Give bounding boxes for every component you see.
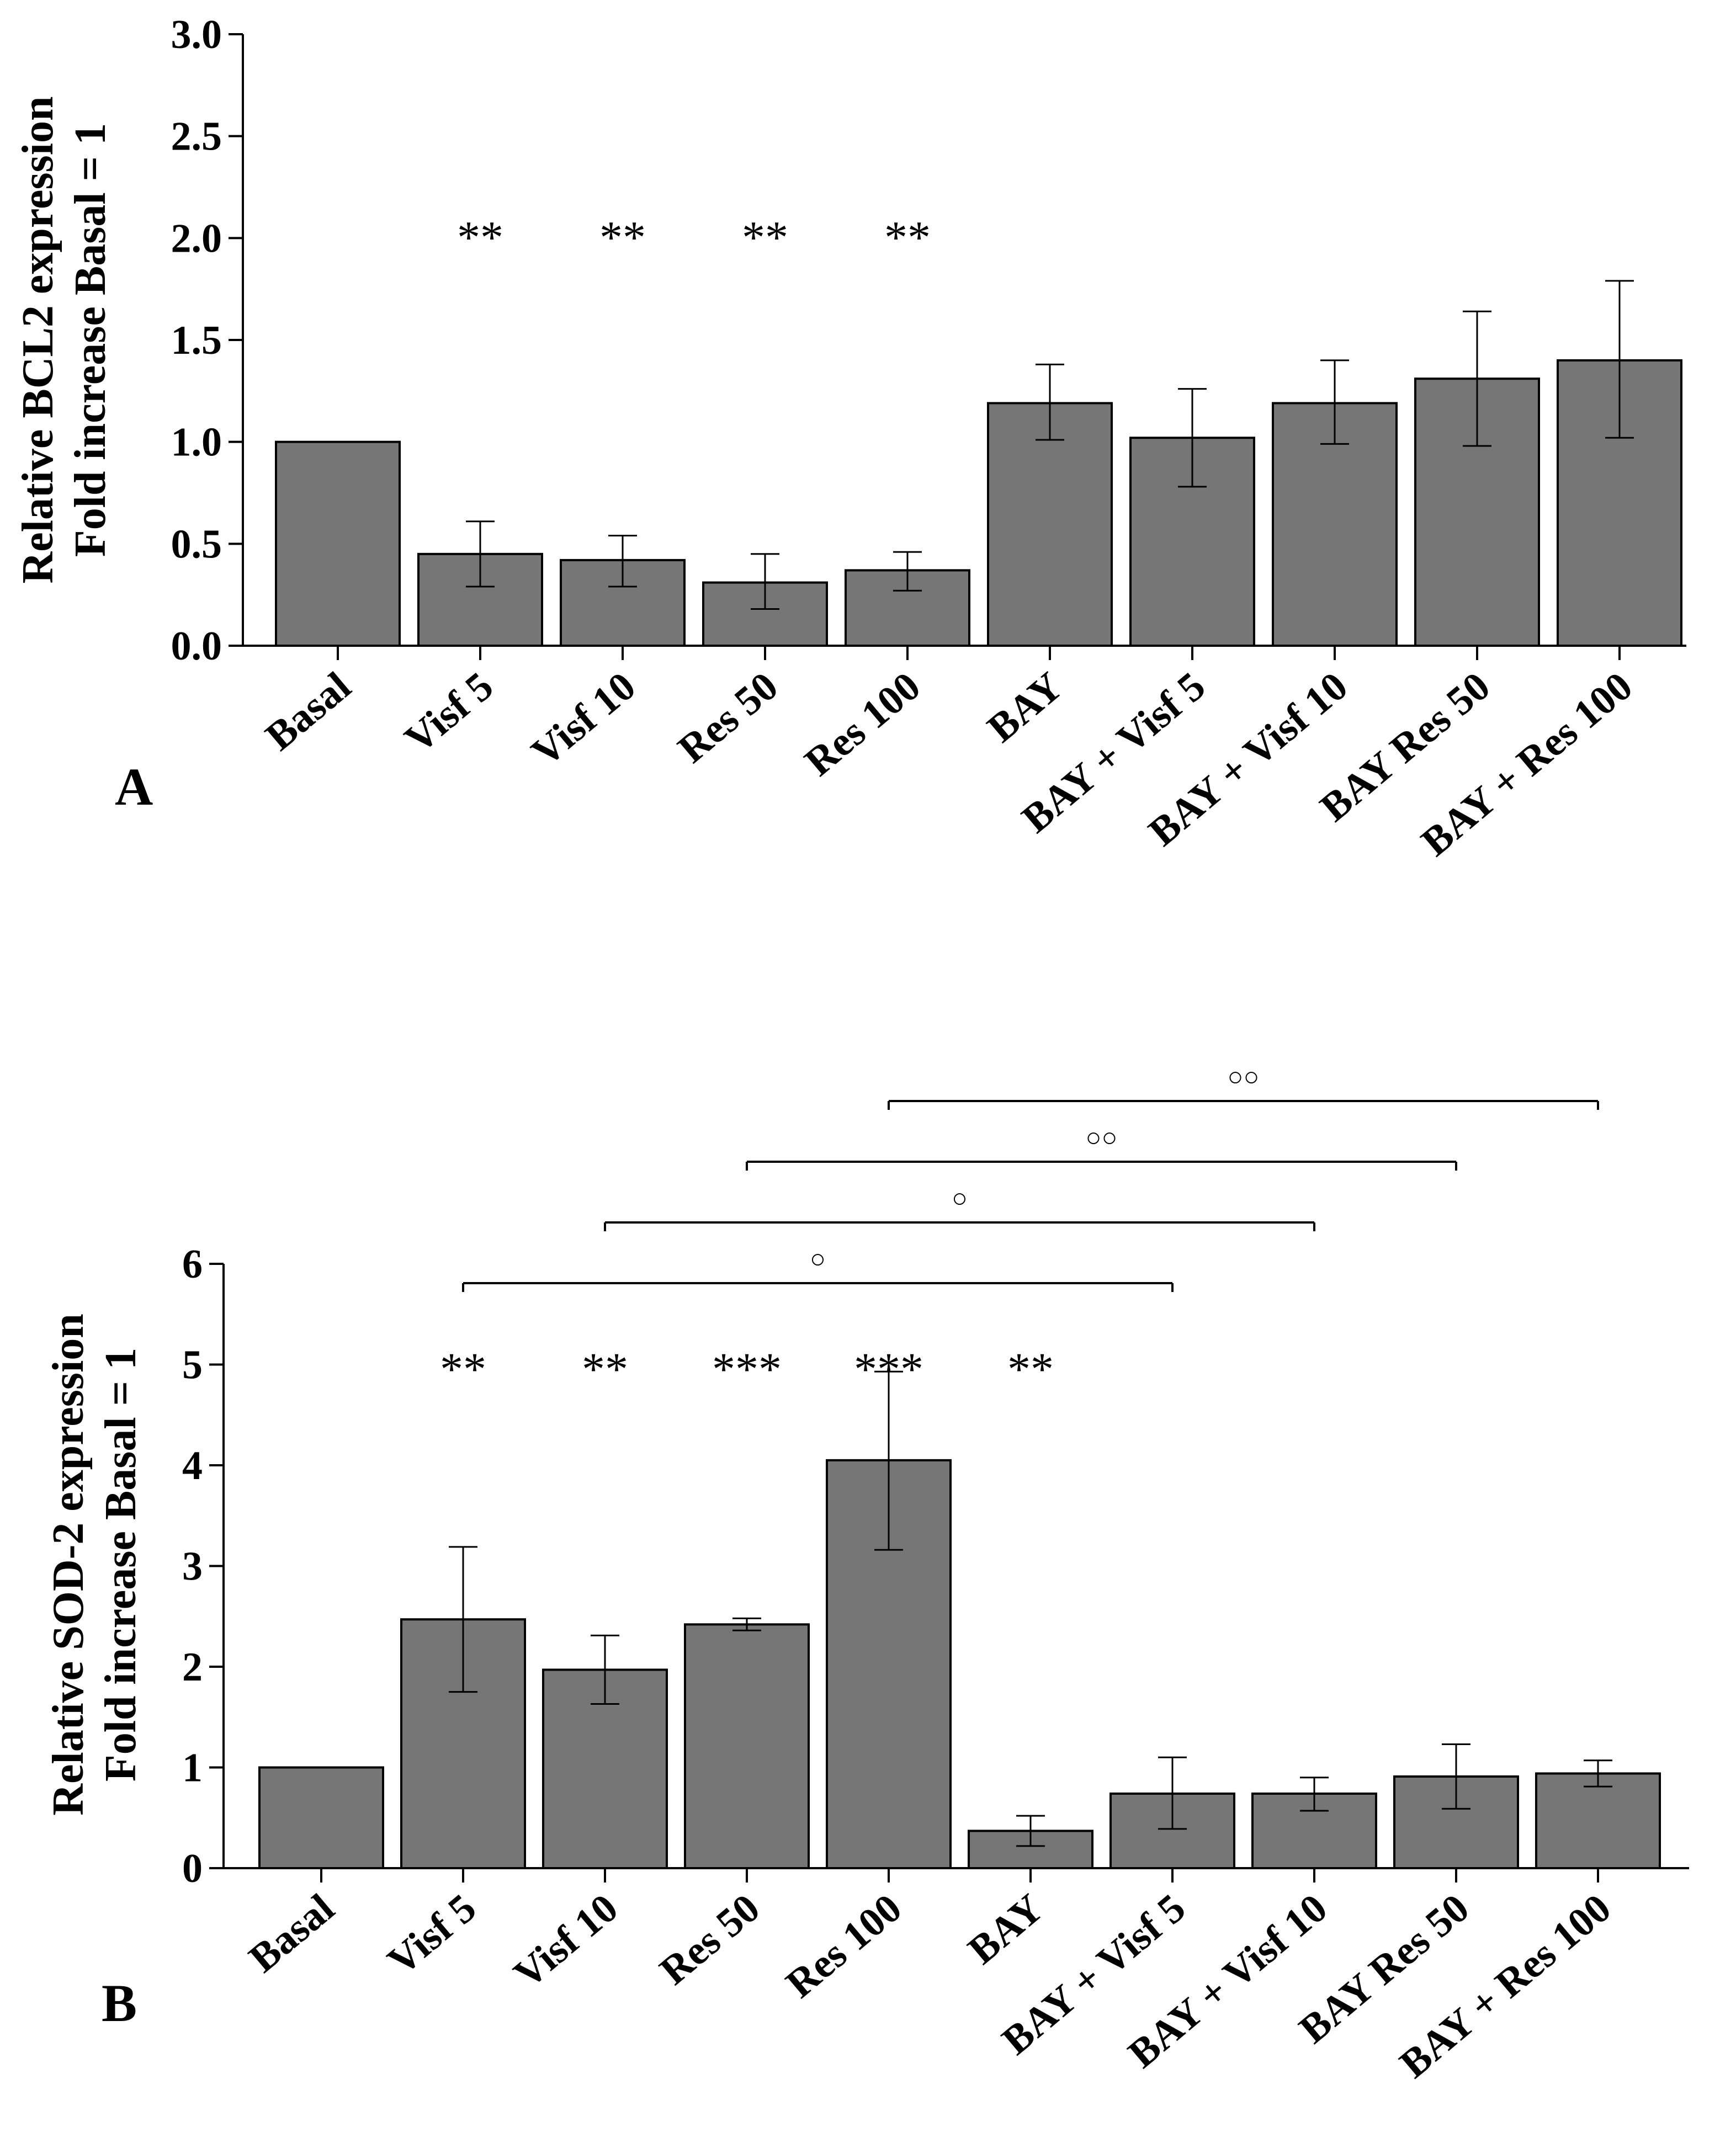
- significance-marker: ***: [712, 1343, 782, 1395]
- comparison-marker: ○○: [1086, 1123, 1118, 1152]
- y-tick-label: 3.0: [171, 12, 222, 57]
- x-category-label: Res 50: [651, 1885, 768, 1993]
- significance-marker: **: [440, 1343, 486, 1395]
- comparison-marker: ○: [952, 1184, 968, 1213]
- y-tick-label: 0.0: [171, 624, 222, 669]
- significance-marker: **: [582, 1343, 628, 1395]
- bar: [1535, 1772, 1661, 1869]
- comparison-marker: ○○: [1228, 1062, 1260, 1092]
- bar: [258, 1766, 384, 1869]
- y-tick-label: 5: [182, 1343, 203, 1388]
- x-category-label: BAY: [960, 1885, 1052, 1973]
- x-category-label: Basal: [257, 663, 359, 759]
- y-tick-label: 2.5: [171, 114, 222, 159]
- significance-marker: **: [884, 212, 931, 263]
- y-tick-label: 0: [182, 1846, 203, 1891]
- bar: [275, 440, 401, 647]
- y-tick-label: 1: [182, 1746, 203, 1791]
- y-axis-title-line2: Fold increase Basal = 1: [97, 1348, 145, 1782]
- y-tick-label: 4: [182, 1443, 203, 1488]
- y-tick-label: 1.5: [171, 318, 222, 363]
- chart-panel-B: 0 1 2 3 4 5 6 Relative SOD-2 expression Fold inc…: [44, 1062, 1689, 2087]
- significance-marker: **: [742, 212, 788, 263]
- panel-letter: A: [115, 757, 153, 816]
- significance-marker: **: [599, 212, 646, 263]
- bar: [684, 1623, 810, 1870]
- y-axis-title-line2: Fold increase Basal = 1: [66, 123, 115, 557]
- y-tick-label: 1.0: [171, 420, 222, 465]
- x-category-label: Visf 10: [523, 663, 644, 775]
- y-tick-label: 3: [182, 1544, 203, 1589]
- x-category-label: Visf 5: [396, 663, 502, 762]
- x-category-label: BAY: [979, 663, 1071, 751]
- y-tick-label: 2: [182, 1645, 203, 1690]
- comparison-marker: ○: [810, 1245, 826, 1274]
- significance-marker: **: [457, 212, 503, 263]
- x-category-label: Basal: [241, 1885, 343, 1981]
- x-category-label: Visf 10: [506, 1885, 627, 1997]
- x-category-label: Res 100: [778, 1885, 910, 2007]
- y-axis-title-line1: Relative SOD-2 expression: [44, 1314, 93, 1816]
- significance-marker: **: [1007, 1343, 1054, 1395]
- x-category-label: Visf 5: [379, 1885, 485, 1984]
- chart-panel-A: 0.0 0.5 1.0 1.5 2.0 2.5 3.0 Relative BCL2 expre…: [14, 12, 1686, 865]
- significance-marker: ***: [854, 1343, 923, 1395]
- x-category-label: Res 100: [797, 663, 929, 785]
- y-axis-title-line1: Relative BCL2 expression: [14, 97, 62, 584]
- bar: [987, 402, 1113, 647]
- x-category-label: Res 50: [670, 663, 787, 772]
- y-tick-label: 0.5: [171, 522, 222, 567]
- panel-letter: B: [102, 1974, 137, 2033]
- y-tick-label: 2.0: [171, 216, 222, 261]
- y-tick-label: 6: [182, 1242, 203, 1287]
